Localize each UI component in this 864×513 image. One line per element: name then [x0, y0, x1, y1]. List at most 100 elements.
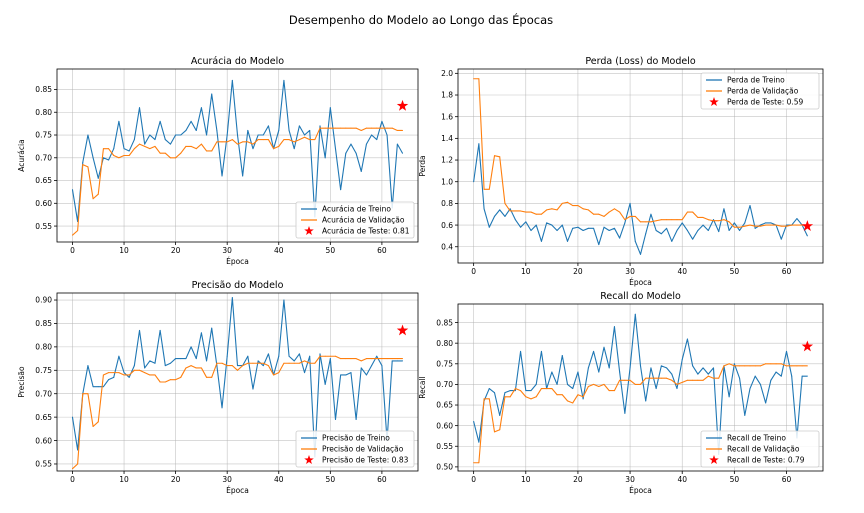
perda-de-validacao-point — [603, 215, 605, 217]
perda-de-teste-0-59-marker — [801, 220, 814, 231]
x-axis-label: Época — [629, 486, 652, 495]
x-tick-label: 50 — [326, 246, 336, 255]
perda-de-validacao-point — [478, 78, 480, 80]
perda-de-validacao-point — [692, 211, 694, 213]
perda-de-treino-point — [676, 229, 678, 231]
precisao-de-treino-point — [97, 386, 99, 388]
recall-de-validacao-point — [577, 394, 579, 396]
recall-de-treino-point — [634, 313, 636, 315]
precisao-de-validacao-point — [257, 362, 259, 364]
precisao-de-treino-point — [345, 374, 347, 376]
acuracia-de-treino-point — [139, 107, 141, 109]
subplot-title: Recall do Modelo — [600, 291, 681, 302]
acuracia-de-treino-point — [113, 148, 115, 150]
acuracia-de-treino-point — [149, 134, 151, 136]
precisao-de-treino-point — [252, 388, 254, 390]
recall-de-validacao-point — [509, 396, 511, 398]
recall-de-validacao-point — [666, 377, 668, 379]
perda-de-validacao-point — [733, 226, 735, 228]
acuracia-de-validacao-point — [87, 166, 89, 168]
acuracia-de-treino-point — [211, 93, 213, 95]
precisao-de-treino-point — [262, 365, 264, 367]
acuracia-de-validacao-point — [298, 139, 300, 141]
acuracia-de-treino-point — [345, 152, 347, 154]
recall-de-treino-point — [556, 383, 558, 385]
precisao-de-treino-point — [87, 365, 89, 367]
acuracia-de-validacao-point — [355, 127, 357, 129]
acuracia-de-validacao-point — [123, 155, 125, 156]
acuracia-de-treino-point — [283, 79, 285, 81]
perda-de-treino-point — [671, 240, 673, 242]
recall-de-validacao-point — [686, 379, 688, 381]
recall-de-validacao-point — [488, 398, 490, 400]
acuracia-de-treino-point — [340, 189, 342, 191]
precisao-de-validacao-point — [190, 365, 192, 367]
precisao-de-treino-point — [283, 299, 285, 301]
perda-de-validacao-point — [728, 221, 730, 223]
acuracia-de-validacao-point — [329, 127, 331, 129]
perda-de-treino-point — [567, 240, 568, 242]
perda-de-validacao-point — [488, 188, 490, 190]
precisao-de-validacao-point — [221, 362, 223, 364]
x-tick-label: 10 — [521, 475, 531, 484]
perda-de-treino-point — [478, 143, 480, 145]
perda-de-validacao-point — [608, 211, 610, 213]
perda-de-treino-point — [723, 208, 725, 210]
perda-de-treino-point — [806, 235, 808, 237]
acuracia-de-validacao-point — [211, 150, 213, 152]
perda-de-treino-point — [530, 229, 532, 231]
y-axis-label: Precisão — [17, 366, 26, 398]
precisao-de-treino-point — [71, 416, 73, 418]
perda-de-validacao-legend-label: Perda de Validação — [727, 87, 799, 96]
perda-de-validacao-point — [561, 202, 563, 204]
perda-de-treino-point — [666, 227, 668, 229]
acuracia-de-validacao-point — [200, 143, 202, 145]
acuracia-de-validacao-point — [97, 193, 99, 195]
perda-de-treino-point — [577, 226, 579, 228]
plot-frame — [56, 68, 419, 243]
acuracia-de-validacao-point — [247, 141, 249, 143]
acuracia-de-validacao-point — [231, 139, 233, 141]
precisao-de-teste-0-83-legend-swatch — [304, 455, 314, 465]
precisao-de-treino-point — [154, 362, 156, 364]
recall-de-treino-point — [514, 390, 516, 392]
recall-de-validacao-series — [473, 363, 808, 464]
x-tick-label: 60 — [782, 267, 792, 276]
recall-de-treino-point — [593, 350, 595, 352]
acuracia-de-validacao-point — [102, 148, 104, 150]
perda-de-treino-point — [765, 222, 767, 224]
recall-de-validacao-point — [692, 379, 694, 381]
precisao-de-treino-point — [329, 358, 331, 360]
recall-de-validacao-point — [504, 396, 506, 398]
precisao-de-teste-0-83-marker — [396, 324, 409, 336]
subplot-title: Precisão do Modelo — [192, 280, 284, 291]
perda-de-treino-point — [780, 238, 782, 240]
x-tick-label: 60 — [377, 246, 387, 255]
precisao-de-validacao-point — [345, 358, 347, 360]
acuracia-de-teste-0-81-marker — [396, 99, 409, 111]
precisao-de-validacao-point — [92, 426, 94, 427]
recall-de-treino-point — [702, 367, 704, 369]
acuracia-de-treino-point — [350, 143, 352, 145]
perda-de-treino-point — [619, 237, 621, 239]
precisao-de-treino-point — [402, 360, 404, 362]
precisao-de-treino-point — [340, 374, 342, 376]
recall-de-validacao-point — [676, 383, 678, 385]
recall-de-treino-point — [561, 355, 563, 357]
x-tick-label: 50 — [730, 475, 740, 484]
recall-de-treino-point — [488, 388, 490, 390]
perda-de-validacao-point — [744, 225, 746, 227]
perda-de-validacao-point — [713, 220, 714, 222]
acuracia-de-treino-point — [252, 148, 254, 150]
acuracia-de-validacao-point — [360, 129, 362, 131]
y-tick-label: 0.85 — [35, 85, 52, 94]
acuracia-de-treino-point — [304, 134, 306, 136]
perda-de-treino-point — [686, 229, 688, 231]
precisao-de-treino-point — [175, 358, 177, 360]
acuracia-de-validacao-legend-label: Acurácia de Validação — [322, 216, 405, 225]
recall-de-treino-point — [608, 367, 610, 369]
acuracia-de-validacao-point — [396, 129, 398, 131]
acuracia-de-validacao-point — [113, 155, 115, 156]
recall-de-teste-0-79-marker — [801, 340, 814, 352]
precisao-de-validacao-point — [77, 463, 79, 465]
